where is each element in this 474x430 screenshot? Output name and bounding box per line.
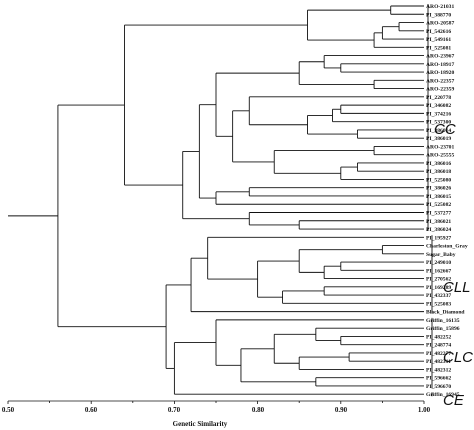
leaf-label: PI_537300 [426,120,451,126]
leaf-label: ARO-18920 [426,70,454,76]
leaf-label: PI_386018 [426,169,451,175]
leaf-label: PI_162667 [426,268,451,274]
leaf-label: ARO-18917 [426,62,454,68]
leaf-label: PI_386024 [426,227,451,233]
tick-label: 0.80 [252,406,265,414]
leaf-label: PI_542616 [426,29,451,35]
leaf-label: PI_386014 [426,128,451,134]
group-label-clc: CLC [443,349,473,366]
leaf-label: PI_482312 [426,367,451,373]
leaf-label: ARO-22359 [426,87,454,93]
leaf-label: PI_537277 [426,211,451,217]
leaf-label: PI_596670 [426,384,451,390]
leaf-label: PI_549161 [426,37,451,43]
tick-label: 0.60 [85,406,98,414]
leaf-label: ARO-23967 [426,54,454,60]
group-brackets [427,4,433,397]
leaf-label: Griffin_15896 [426,326,460,332]
leaf-label: PI_482311 [426,359,451,365]
leaf-label: Charleston_Gray [426,244,468,250]
leaf-label: PI_270562 [426,277,451,283]
axis-title: Genetic Similarity [173,420,228,428]
leaf-label: PI_482252 [426,334,451,340]
leaf-label: Griffin_16945 [426,392,460,398]
leaf-label: PI_525081 [426,45,451,51]
x-axis: 0.50 0.60 0.70 0.80 0.90 1.00 Genetic Si… [2,400,431,428]
leaf-label: PI_249010 [426,260,451,266]
leaf-label: PI_386021 [426,219,451,225]
leaf-label: Griffin_16135 [426,318,460,324]
leaf-label: PI_374216 [426,111,451,117]
tick-label: 0.90 [335,406,348,414]
leaf-label: PI_220778 [426,95,451,101]
leaf-label: PI_169289 [426,285,451,291]
leaf-label: ARO-22357 [426,78,454,84]
dendrogram-branches [8,5,424,395]
leaf-label: ARO-25555 [426,153,454,159]
leaf-label: Black_Diamond [426,310,465,316]
leaf-label: ARO-21031 [426,4,454,10]
group-label-ce: CE [443,392,465,409]
group-label-cc: CC [434,121,456,138]
tick-label: 0.50 [2,406,15,414]
group-labels: CC CLL CLC CE [434,121,473,409]
leaf-label: Sugar_Baby [426,252,456,258]
leaf-label: PI_525083 [426,301,451,307]
leaf-label: PI_432337 [426,293,451,299]
leaf-label: PI_248774 [426,343,451,349]
leaf-label: PI_346082 [426,103,451,109]
leaf-label: ARO-23701 [426,144,454,150]
leaf-label: PI_386026 [426,186,451,192]
leaf-label: PI_388770 [426,12,451,18]
leaf-label: PI_525082 [426,202,451,208]
leaf-label: PI_195927 [426,235,451,241]
leaf-label: PI_386016 [426,161,451,167]
leaf-label: PI_386019 [426,136,451,142]
leaf-label: PI_596662 [426,376,451,382]
leaf-labels: ARO-21031 PI_388770 ARO-20587 PI_542616 PI_5… [426,4,468,398]
leaf-label: PI_482277 [426,351,451,357]
leaf-label: PI_386015 [426,194,451,200]
tick-label: 1.00 [418,406,431,414]
leaf-label: PI_525080 [426,177,451,183]
group-label-cll: CLL [443,279,471,296]
leaf-label: ARO-20587 [426,21,454,27]
tick-label: 0.70 [168,406,181,414]
